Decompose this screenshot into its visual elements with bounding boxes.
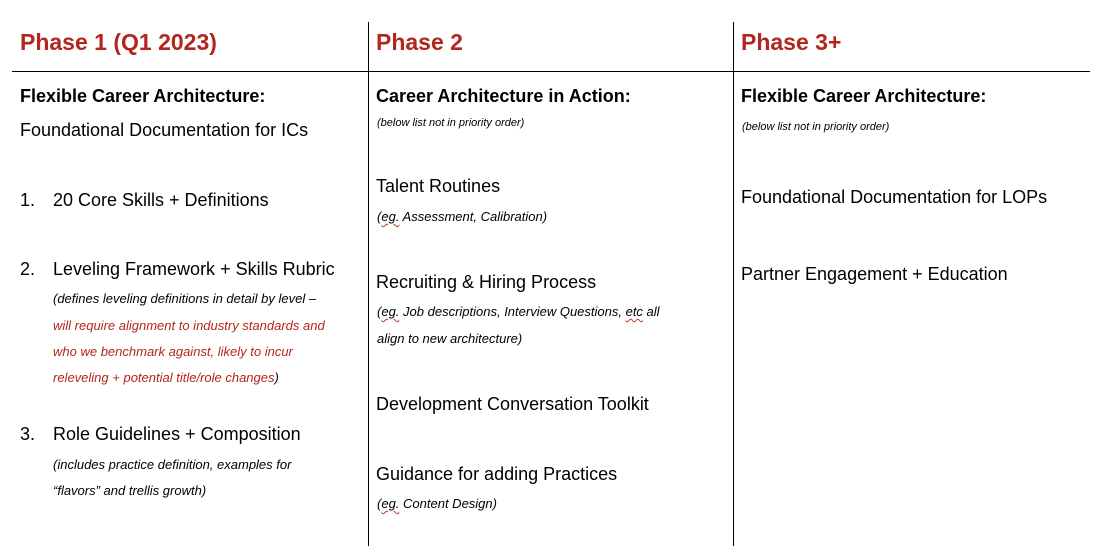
list-item-role-guidelines: Role Guidelines + Composition (53, 424, 301, 444)
leveling-note-close: ) (274, 370, 279, 385)
leveling-note-red-text: releveling + potential title/role change… (53, 370, 275, 385)
phase-2-priority-note: (below list not in priority order) (377, 117, 525, 129)
recruiting-note-line-1: (eg. Job descriptions, Interview Questio… (377, 304, 660, 319)
list-item-adding-practices: Guidance for adding Practices (376, 464, 618, 484)
list-item-development-toolkit: Development Conversation Toolkit (376, 394, 649, 414)
list-number: 2. (20, 259, 36, 279)
header-divider (12, 71, 1090, 72)
eg-abbreviation: eg. (381, 209, 400, 224)
phase-3-title: Flexible Career Architecture: (741, 86, 987, 106)
leveling-note-line-1: (defines leveling definitions in detail … (53, 291, 317, 306)
column-divider-1 (368, 22, 369, 546)
phase-3-priority-note: (below list not in priority order) (742, 121, 890, 133)
phase-1-subtitle: Foundational Documentation for ICs (20, 120, 309, 140)
list-item-talent-routines: Talent Routines (376, 176, 501, 196)
phase-2-header: Phase 2 (376, 29, 463, 55)
list-number: 1. (20, 190, 36, 210)
role-note-line-2: “flavors” and trellis growth) (53, 483, 207, 498)
list-item-recruiting: Recruiting & Hiring Process (376, 272, 597, 292)
list-item-core-skills: 20 Core Skills + Definitions (53, 190, 269, 210)
phase-2-title: Career Architecture in Action: (376, 86, 631, 106)
recruiting-note-text-b: all (642, 304, 660, 319)
list-item-leveling-framework: Leveling Framework + Skills Rubric (53, 259, 335, 279)
recruiting-note-text-a: Job descriptions, Interview Questions, (399, 304, 626, 319)
leveling-note-line-2: will require alignment to industry stand… (53, 318, 325, 333)
etc-abbreviation: etc (625, 304, 643, 319)
eg-abbreviation: eg. (381, 496, 400, 511)
phase-1-title: Flexible Career Architecture: (20, 86, 266, 106)
column-divider-2 (733, 22, 734, 546)
recruiting-note-line-2: align to new architecture) (377, 331, 523, 346)
adding-practices-note: (eg. Content Design) (377, 496, 497, 511)
eg-abbreviation: eg. (381, 304, 400, 319)
adding-practices-note-text: Content Design) (399, 496, 497, 511)
talent-routines-note: (eg. Assessment, Calibration) (377, 209, 548, 224)
phase-1-header: Phase 1 (Q1 2023) (20, 29, 217, 55)
leveling-note-line-4: releveling + potential title/role change… (53, 370, 279, 385)
role-note-line-1: (includes practice definition, examples … (53, 457, 292, 472)
list-number: 3. (20, 424, 36, 444)
phase-3-header: Phase 3+ (741, 29, 842, 55)
list-item-partner-engagement: Partner Engagement + Education (741, 264, 1008, 284)
talent-routines-note-text: Assessment, Calibration) (399, 209, 548, 224)
list-item-lops-documentation: Foundational Documentation for LOPs (741, 187, 1048, 207)
leveling-note-line-3: who we benchmark against, likely to incu… (53, 344, 293, 359)
